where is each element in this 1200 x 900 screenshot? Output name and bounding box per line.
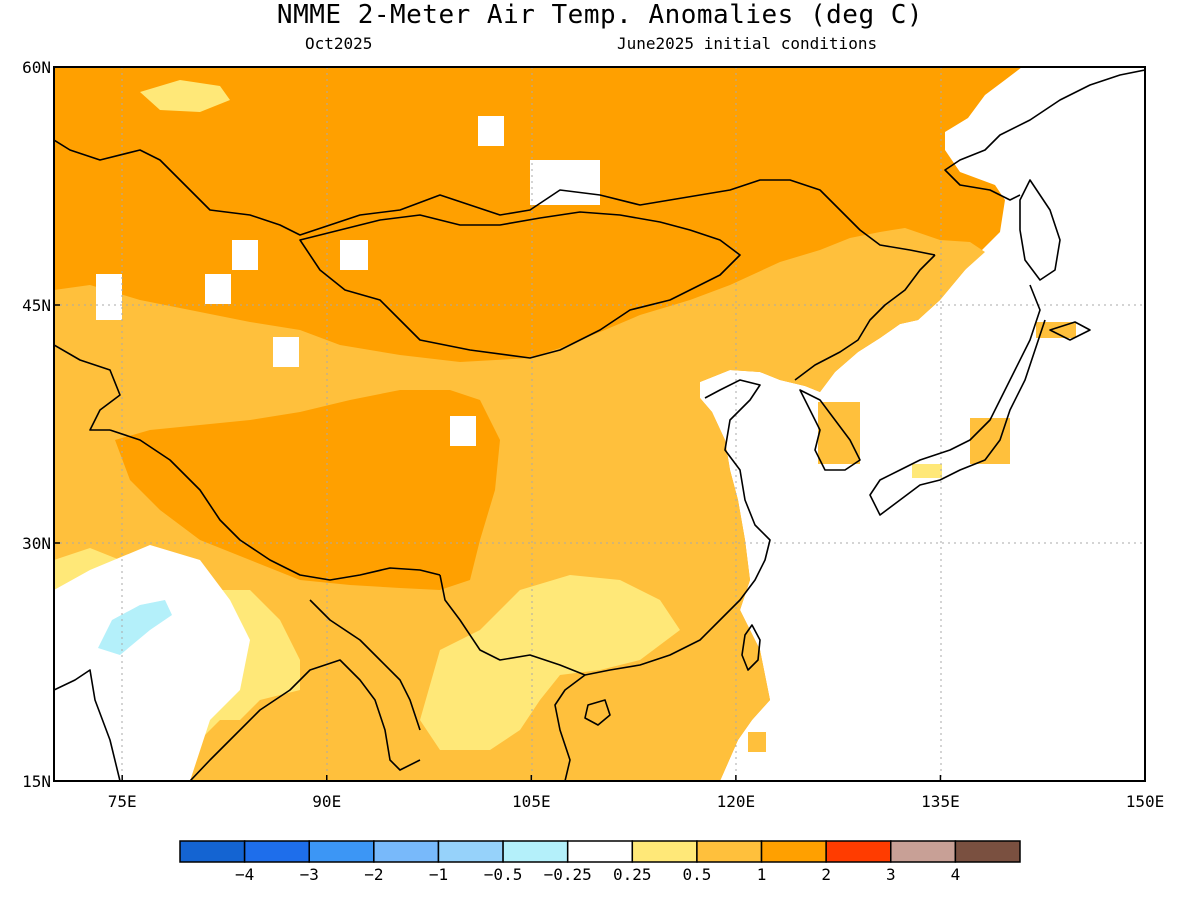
colorbar-label: −0.5 — [484, 865, 523, 884]
lake-pixel-3 — [232, 240, 258, 270]
colorbar-swatch — [631, 840, 698, 863]
region-white-east — [700, 67, 1145, 781]
colorbar-label: 0.5 — [682, 865, 711, 884]
colorbar-swatch — [760, 840, 827, 863]
lat-tick-label: 15N — [22, 772, 51, 791]
colorbar-label: −1 — [429, 865, 448, 884]
coastlines — [54, 69, 1145, 781]
lake-pixel-6 — [273, 337, 299, 367]
coast-okhotsk — [944, 69, 1145, 201]
colorbar: −4 −3 −2 −1 −0.5 −0.25 0.25 0.5 1 2 3 4 — [179, 840, 1021, 884]
colorbar-swatch — [954, 840, 1021, 863]
coast-west-india — [54, 669, 121, 781]
lon-tick-label: 150E — [1126, 792, 1165, 811]
anomaly-fields — [54, 67, 1145, 781]
border-russia-kazakhstan — [54, 139, 936, 256]
map-frame — [53, 66, 1146, 782]
colorbar-swatch — [179, 840, 246, 863]
border-china-northeast — [794, 254, 936, 381]
lon-tick-label: 120E — [717, 792, 756, 811]
colorbar-label: −4 — [235, 865, 254, 884]
coast-hokkaido — [1019, 179, 1061, 281]
colorbar-label: 0.25 — [613, 865, 652, 884]
coast-japan — [869, 284, 1046, 516]
lat-axis: 15N 30N 45N 60N — [22, 58, 60, 791]
coast-bengal — [189, 659, 421, 781]
colorbar-label: 4 — [951, 865, 961, 884]
colorbar-swatch — [566, 840, 634, 863]
colorbar-swatch — [890, 840, 957, 863]
region-anomaly-neg05-neg025 — [98, 600, 172, 655]
map-title: NMME 2-Meter Air Temp. Anomalies (deg C) — [276, 0, 924, 30]
lake-pixel-2 — [340, 240, 368, 270]
patch-korea — [818, 402, 860, 464]
coast-hainan — [584, 699, 611, 726]
colorbar-swatch — [308, 840, 375, 863]
lat-tick-label: 30N — [22, 534, 51, 553]
colorbar-swatch — [696, 840, 763, 863]
lon-tick-label: 75E — [108, 792, 137, 811]
border-myanmar — [309, 599, 421, 731]
colorbar-label: −3 — [300, 865, 319, 884]
colorbar-swatch — [502, 840, 569, 863]
coast-east-china — [584, 379, 771, 676]
lon-tick-label: 135E — [921, 792, 960, 811]
colorbar-swatch — [825, 840, 892, 863]
patch-hokkaido — [1036, 322, 1076, 338]
lat-tick-label: 60N — [22, 58, 51, 77]
colorbar-label: 2 — [821, 865, 831, 884]
colorbar-label: 3 — [886, 865, 896, 884]
gridlines — [54, 67, 1145, 781]
lake-pixel-7 — [450, 416, 476, 446]
colorbar-swatch — [243, 840, 310, 863]
colorbar-label: −0.25 — [544, 865, 592, 884]
forecast-month: Oct2025 — [305, 34, 373, 53]
coast-indochina — [554, 674, 586, 781]
lake-pixel-5 — [205, 274, 231, 304]
lake-pixel-1 — [478, 116, 504, 146]
coast-taiwan — [741, 624, 761, 671]
patch-kyushu — [912, 464, 942, 478]
coast-korea — [799, 389, 861, 471]
lat-tick-label: 45N — [22, 296, 51, 315]
region-anomaly-1-2-tibet — [115, 390, 500, 590]
patch-taiwan — [748, 732, 766, 752]
initial-conditions: June2025 initial conditions — [617, 34, 878, 53]
border-southwest — [439, 574, 586, 676]
region-anomaly-025-05-north — [140, 80, 230, 112]
coast-hokkaido-east — [1049, 321, 1091, 341]
lake-baikal-pixel — [530, 160, 600, 205]
lon-tick-label: 105E — [512, 792, 551, 811]
colorbar-label: −2 — [364, 865, 383, 884]
colorbar-swatch — [373, 840, 440, 863]
patch-honshu — [970, 418, 1010, 464]
colorbar-label: 1 — [757, 865, 767, 884]
border-central-asia — [54, 344, 121, 431]
lon-tick-label: 90E — [312, 792, 341, 811]
border-mongolia — [299, 211, 741, 359]
border-himalaya — [109, 429, 441, 581]
lon-axis: 75E 90E 105E 120E 135E 150E — [108, 775, 1165, 811]
colorbar-swatch — [437, 840, 504, 863]
lake-pixel-4 — [96, 274, 122, 320]
